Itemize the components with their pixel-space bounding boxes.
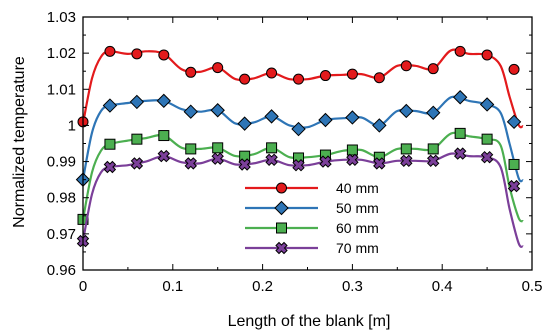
series-2-point-1 [104, 138, 116, 150]
x-axis-title: Length of the blank [m] [228, 313, 391, 330]
x-tick-label: 0.5 [522, 278, 543, 295]
x-tick-label: 0.2 [252, 278, 273, 295]
series-layer [75, 45, 524, 248]
series-1-point-16 [506, 114, 522, 130]
series-2-point-4 [185, 143, 197, 155]
series-3-point-1 [103, 160, 117, 174]
series-3-point-9 [319, 155, 332, 168]
series-0-point-6 [239, 73, 251, 85]
series-1-point-5 [210, 103, 225, 118]
series-0-point-15 [481, 49, 493, 61]
series-1-point-15 [479, 97, 495, 112]
series-3-point-2 [130, 157, 144, 170]
y-tick-label: 1.01 [47, 81, 76, 98]
series-2-point-2 [131, 133, 143, 145]
x-tick-label: 0.3 [342, 278, 363, 295]
series-1-point-11 [372, 118, 387, 133]
series-1-point-9 [318, 112, 333, 128]
series-1-point-7 [264, 109, 279, 124]
series-line-0 [81, 48, 524, 129]
legend-marker-0 [276, 182, 287, 194]
series-0-point-4 [185, 66, 197, 78]
series-0-point-1 [104, 45, 116, 57]
series-1-point-14 [452, 90, 468, 105]
legend-marker-3 [275, 241, 288, 255]
series-3-point-3 [157, 149, 171, 163]
series-0-point-10 [346, 68, 358, 80]
ticks-layer: 0 0.1 0.2 0.3 0.4 0.5 0.96 0.97 0.98 0.99 1 1.01 1.0… [47, 9, 543, 295]
series-1-point-4 [183, 104, 198, 119]
series-2-point-10 [346, 144, 358, 156]
series-3-point-13 [426, 154, 440, 168]
x-tick-label: 0.1 [162, 278, 183, 295]
series-2-point-15 [481, 133, 493, 145]
series-3-point-7 [265, 153, 278, 167]
y-tick-label: 0.98 [47, 190, 76, 207]
y-tick-label: 0.99 [47, 154, 76, 171]
series-3-point-8 [292, 158, 305, 172]
series-3-point-6 [238, 158, 251, 171]
series-1-point-6 [237, 116, 252, 131]
y-tick-label: 0.96 [47, 262, 76, 279]
series-3-point-14 [453, 147, 467, 160]
legend-label-3: 70 mm [336, 240, 379, 256]
series-3-point-4 [184, 157, 198, 170]
series-0-point-11 [373, 72, 385, 84]
series-0-point-9 [319, 70, 331, 82]
series-0-point-8 [293, 73, 305, 85]
series-0-point-16 [508, 63, 520, 75]
legend-label-2: 60 mm [336, 220, 379, 236]
y-tick-label: 1.03 [47, 9, 76, 26]
series-2-point-12 [400, 143, 412, 155]
series-3-point-12 [400, 154, 413, 168]
series-2-point-3 [158, 130, 170, 142]
series-1-point-12 [399, 103, 414, 119]
series-2-point-14 [454, 127, 466, 139]
series-3-point-5 [211, 152, 224, 165]
series-1-point-10 [345, 110, 360, 125]
series-0-point-3 [158, 49, 170, 61]
y-tick-label: 1.02 [47, 45, 76, 62]
series-0-point-5 [212, 62, 224, 74]
legend-label-0: 40 mm [336, 180, 379, 196]
plot-frame [82, 16, 533, 271]
legend-marker-1 [274, 200, 289, 216]
series-2-point-5 [212, 142, 224, 154]
series-1-point-13 [426, 105, 441, 120]
legend: 40 mm 50 mm 60 mm 70 mm [245, 180, 379, 256]
series-3-point-10 [346, 153, 359, 167]
x-tick-label: 0 [79, 278, 87, 295]
series-2-point-16 [508, 158, 520, 170]
series-2-point-7 [266, 142, 278, 154]
series-0-point-2 [131, 48, 143, 60]
series-1-point-2 [129, 94, 145, 110]
series-3-point-11 [373, 157, 386, 170]
series-0-point-14 [454, 45, 466, 57]
series-0-point-7 [266, 67, 278, 79]
x-tick-label: 0.4 [432, 278, 453, 295]
series-3-point-15 [480, 150, 494, 164]
series-3-point-16 [507, 179, 521, 193]
y-tick-label: 0.97 [47, 226, 76, 243]
legend-marker-2 [276, 222, 287, 234]
legend-label-1: 50 mm [336, 200, 379, 216]
y-axis-title: Normalized temperature [11, 56, 28, 228]
series-1-point-1 [102, 98, 118, 113]
y-tick-label: 1 [68, 117, 76, 134]
series-2-point-13 [427, 143, 439, 155]
series-0-point-13 [427, 63, 439, 75]
series-1-point-3 [156, 93, 172, 109]
series-0-point-12 [400, 60, 412, 72]
series-1-point-8 [291, 121, 306, 137]
